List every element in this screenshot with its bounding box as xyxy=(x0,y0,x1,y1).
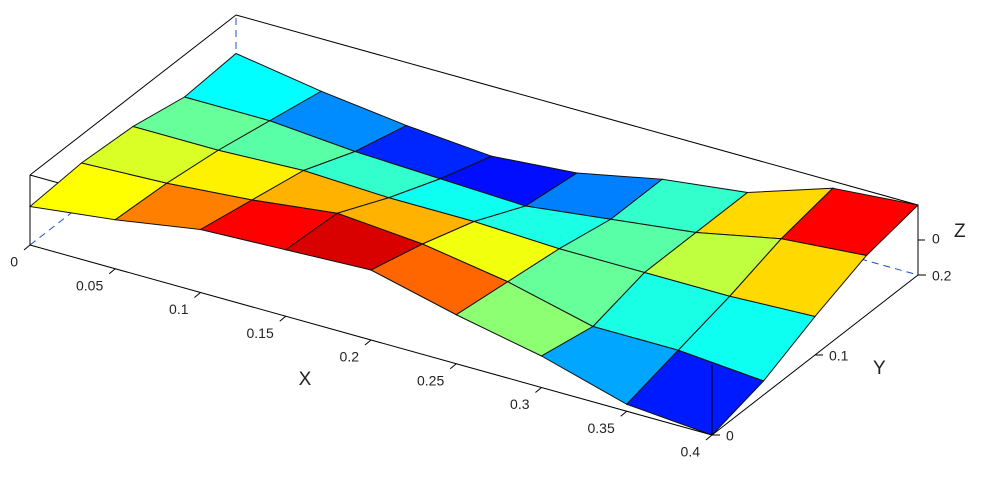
x-tick xyxy=(364,339,372,346)
x-tick-label: 0.15 xyxy=(247,325,274,341)
x-tick xyxy=(620,410,628,417)
x-tick-label: 0.2 xyxy=(340,349,360,365)
box-edge xyxy=(29,14,237,176)
x-tick-label: 0.25 xyxy=(417,372,444,388)
x-tick-label: 0.3 xyxy=(510,396,530,412)
x-tick-label: 0.1 xyxy=(169,301,189,317)
surface-patch xyxy=(625,349,765,436)
x-tick-label: 0 xyxy=(10,254,18,270)
x-tick xyxy=(705,434,713,441)
x-axis-label: X xyxy=(299,369,312,390)
z-axis-label: Z xyxy=(954,221,966,242)
x-tick xyxy=(23,244,31,251)
x-tick-label: 0.35 xyxy=(588,420,615,436)
y-tick-label: 0.1 xyxy=(829,348,849,364)
y-tick-label: 0.2 xyxy=(932,268,952,284)
x-tick xyxy=(279,315,287,322)
x-tick-label: 0.4 xyxy=(681,444,701,460)
y-axis-label: Y xyxy=(873,358,886,379)
box-edge xyxy=(235,14,919,206)
z-tick-label: 0 xyxy=(932,231,940,247)
x-tick-label: 0.05 xyxy=(76,277,103,293)
x-tick xyxy=(194,292,201,298)
x-tick xyxy=(535,387,542,393)
x-tick xyxy=(108,268,116,275)
x-tick xyxy=(449,363,457,370)
y-tick-label: 0 xyxy=(726,428,734,444)
